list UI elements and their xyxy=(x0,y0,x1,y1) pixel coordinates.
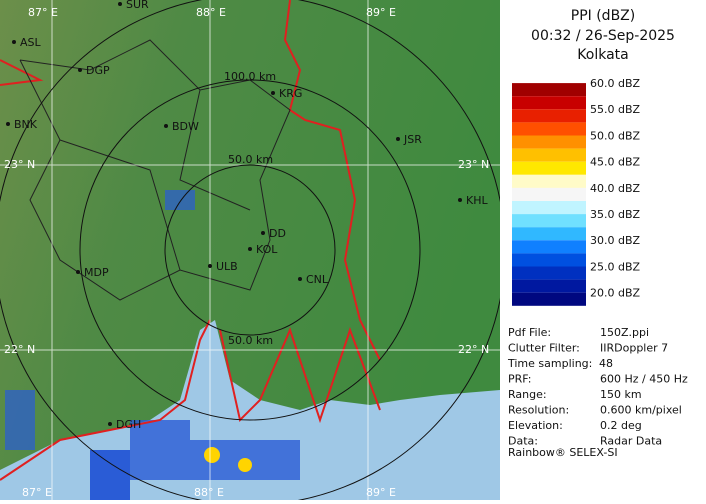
legend-swatch xyxy=(512,135,586,149)
place-label: CNL xyxy=(306,273,329,286)
grid-label: 22° N xyxy=(4,343,35,356)
legend-swatch xyxy=(512,109,586,123)
place-label: MDP xyxy=(84,266,109,279)
info-key: Time sampling: xyxy=(507,357,592,370)
info-value: 48 xyxy=(599,357,613,370)
legend: 60.0 dBZ 55.0 dBZ 50.0 dBZ 45.0 dBZ 40.0 dBZ… xyxy=(512,70,641,306)
place-label: ASL xyxy=(20,36,42,49)
info-value: 150 km xyxy=(600,388,642,401)
grid-label: 88° E xyxy=(194,486,224,499)
place-label: KOL xyxy=(256,243,278,256)
legend-swatch xyxy=(512,70,586,84)
legend-label: 35.0 dBZ xyxy=(590,208,641,221)
grid-label: 89° E xyxy=(366,486,396,499)
legend-swatch xyxy=(512,279,586,293)
grid-label: 88° E xyxy=(196,6,226,19)
legend-label: 50.0 dBZ xyxy=(590,129,641,142)
place-dot xyxy=(208,264,212,268)
place-dot xyxy=(12,40,16,44)
legend-swatch xyxy=(512,253,586,267)
ring-label: 50.0 km xyxy=(228,334,273,347)
grid-label: 23° N xyxy=(4,158,35,171)
time: 00:32 / 26-Sep-2025 xyxy=(531,28,675,44)
place-dot xyxy=(298,277,302,281)
legend-swatch xyxy=(512,174,586,188)
side-panel: PPI (dBZ) 00:32 / 26-Sep-2025 Kolkata 60… xyxy=(500,0,706,500)
place-dot xyxy=(248,247,252,251)
legend-swatch xyxy=(512,214,586,228)
place-label: BDW xyxy=(172,120,199,133)
ring-label: 100.0 km xyxy=(224,70,276,83)
map: 87° E 88° E 89° E 87° E 88° E 89° E 23° … xyxy=(0,0,506,504)
info-key: Data: xyxy=(508,435,538,448)
footer: Rainbow® SELEX-SI xyxy=(508,446,618,459)
legend-swatch xyxy=(512,227,586,241)
legend-swatch xyxy=(512,161,586,175)
legend-label: 55.0 dBZ xyxy=(590,103,641,116)
place-label: JSR xyxy=(403,133,422,146)
districts xyxy=(19,39,291,301)
place-label: DGP xyxy=(86,64,110,77)
info-table: Pdf File: 150Z.ppi Clutter Filter: IIRDoppl… xyxy=(507,326,688,448)
place-dot xyxy=(118,2,122,6)
grid-labels: 87° E 88° E 89° E 87° E 88° E 89° E 23° … xyxy=(4,6,489,499)
place-dot xyxy=(6,122,10,126)
legend-swatch xyxy=(512,187,586,201)
place-label: ULB xyxy=(216,260,238,273)
place-dot xyxy=(261,231,265,235)
legend-label: 40.0 dBZ xyxy=(590,182,641,195)
grid-label: 22° N xyxy=(458,343,489,356)
place-dot xyxy=(78,68,82,72)
legend-label: 20.0 dBZ xyxy=(590,287,641,300)
info-key: Pdf File: xyxy=(508,326,551,339)
grid-label: 89° E xyxy=(366,6,396,19)
info-value: 0.600 km/pixel xyxy=(600,404,682,417)
legend-swatch xyxy=(512,83,586,97)
grid-label: 87° E xyxy=(22,486,52,499)
legend-label: 60.0 dBZ xyxy=(590,77,641,90)
legend-label: 30.0 dBZ xyxy=(590,234,641,247)
echoes xyxy=(5,190,300,500)
place-dot xyxy=(458,198,462,202)
place-label: SUR xyxy=(126,0,149,11)
legend-swatch xyxy=(512,240,586,254)
legend-label: 45.0 dBZ xyxy=(590,156,641,169)
place-dot xyxy=(396,137,400,141)
legend-swatch xyxy=(512,292,586,306)
info-value: 150Z.ppi xyxy=(600,326,649,339)
place-dot xyxy=(271,91,275,95)
legend-swatch xyxy=(512,122,586,136)
legend-label: 25.0 dBZ xyxy=(590,260,641,273)
place-label: KHL xyxy=(466,194,488,207)
place-label: BNK xyxy=(14,118,38,131)
info-value: Radar Data xyxy=(600,435,662,448)
info-key: PRF: xyxy=(508,373,531,386)
ring-label: 50.0 km xyxy=(228,153,273,166)
legend-swatch xyxy=(512,96,586,110)
info-key: Clutter Filter: xyxy=(508,342,580,355)
place-dot xyxy=(164,124,168,128)
info-value: 0.2 deg xyxy=(600,419,642,432)
info-value: IIRDoppler 7 xyxy=(600,342,668,355)
place-labels: SUR ASL DGP BNK BDW KRG JSR KHL MDP DD KOL ULB CNL DG… xyxy=(6,0,488,431)
legend-swatch xyxy=(512,148,586,162)
place-label: KRG xyxy=(279,87,302,100)
ring-labels: 100.0 km 50.0 km 50.0 km xyxy=(224,70,276,347)
place-label: DD xyxy=(269,227,286,240)
title: PPI (dBZ) xyxy=(571,8,635,24)
info-key: Range: xyxy=(508,388,547,401)
place-dot xyxy=(76,270,80,274)
info-value: 600 Hz / 450 Hz xyxy=(600,373,688,386)
info-key: Resolution: xyxy=(508,404,569,417)
info-key: Elevation: xyxy=(508,419,563,432)
station: Kolkata xyxy=(577,47,628,63)
grid-label: 23° N xyxy=(458,158,489,171)
grid-label: 87° E xyxy=(28,6,58,19)
legend-swatch xyxy=(512,201,586,215)
legend-swatch xyxy=(512,266,586,280)
place-label: DGH xyxy=(116,418,141,431)
place-dot xyxy=(108,422,112,426)
